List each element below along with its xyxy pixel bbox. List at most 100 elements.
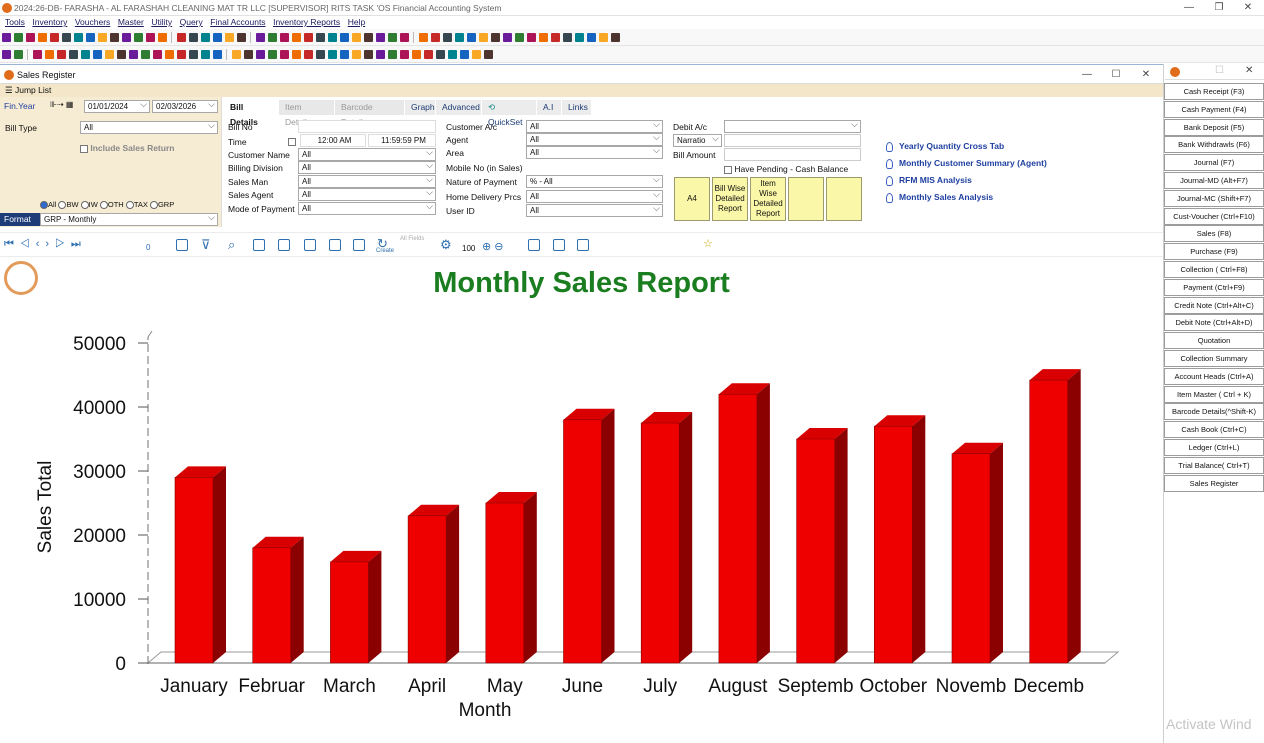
secondary-tool-icon[interactable] <box>57 50 66 59</box>
tab-advanced[interactable]: Advanced <box>436 100 482 115</box>
bill-wise-report-button[interactable]: Bill Wise Detailed Report <box>712 177 748 221</box>
secondary-tool-icon[interactable] <box>388 50 397 59</box>
primary-tool-icon[interactable] <box>467 33 476 42</box>
primary-tool-icon[interactable] <box>455 33 464 42</box>
jump-list-button[interactable]: ☰ Jump List <box>5 85 52 95</box>
secondary-tool-icon[interactable] <box>400 50 409 59</box>
quick-button[interactable]: Ledger (Ctrl+L) <box>1164 439 1264 456</box>
secondary-tool-icon[interactable] <box>436 50 445 59</box>
primary-tool-icon[interactable] <box>400 33 409 42</box>
secondary-tool-icon[interactable] <box>165 50 174 59</box>
primary-tool-icon[interactable] <box>491 33 500 42</box>
primary-tool-icon[interactable] <box>292 33 301 42</box>
secondary-tool-icon[interactable] <box>129 50 138 59</box>
radio-iw[interactable] <box>80 201 89 210</box>
billing-division-select[interactable]: All <box>298 161 436 174</box>
edit-icon[interactable] <box>304 239 316 251</box>
primary-tool-icon[interactable] <box>134 33 143 42</box>
tab-bill-details[interactable]: Bill Details <box>224 100 279 127</box>
copy-icon[interactable] <box>353 239 365 251</box>
keyboard-icon[interactable] <box>577 239 589 251</box>
secondary-tool-icon[interactable] <box>424 50 433 59</box>
primary-tool-icon[interactable] <box>74 33 83 42</box>
calendar-icon[interactable]: ⊪⇢ ▦ <box>50 100 74 109</box>
primary-tool-icon[interactable] <box>388 33 397 42</box>
secondary-tool-icon[interactable] <box>141 50 150 59</box>
secondary-tool-icon[interactable] <box>364 50 373 59</box>
primary-tool-icon[interactable] <box>86 33 95 42</box>
secondary-tool-icon[interactable] <box>105 50 114 59</box>
menu-tools[interactable]: Tools <box>5 17 25 27</box>
secondary-tool-icon[interactable] <box>189 50 198 59</box>
quick-button[interactable]: Cash Book (Ctrl+C) <box>1164 421 1264 439</box>
record-nav-icons[interactable]: ⏮◁‹›▷⏭ <box>4 238 87 250</box>
layout-icon[interactable] <box>553 239 565 251</box>
bill-no-input[interactable] <box>298 120 436 133</box>
secondary-tool-icon[interactable] <box>340 50 349 59</box>
primary-tool-icon[interactable] <box>575 33 584 42</box>
primary-tool-icon[interactable] <box>177 33 186 42</box>
secondary-tool-icon[interactable] <box>45 50 54 59</box>
email-icon[interactable] <box>278 239 290 251</box>
quick-button[interactable]: Journal-MD (Alt+F7) <box>1164 172 1264 189</box>
home-delivery-select[interactable]: All <box>526 190 663 203</box>
secondary-tool-icon[interactable] <box>316 50 325 59</box>
primary-tool-icon[interactable] <box>443 33 452 42</box>
menu-master[interactable]: Master <box>117 17 144 27</box>
quick-button[interactable]: Journal-MC (Shift+F7) <box>1164 189 1264 207</box>
window-maximize-icon[interactable]: ☐ <box>1111 69 1121 80</box>
primary-tool-icon[interactable] <box>189 33 198 42</box>
settings-icon[interactable]: ⚙ <box>440 237 452 252</box>
quick-panel-close-icon[interactable]: ✕ <box>1245 65 1254 76</box>
window-minimize-icon[interactable]: — <box>1082 69 1092 80</box>
quick-button[interactable]: Credit Note (Ctrl+Alt+C) <box>1164 296 1264 314</box>
secondary-tool-icon[interactable] <box>81 50 90 59</box>
menu-inventory-reports[interactable]: Inventory Reports <box>273 17 341 27</box>
primary-tool-icon[interactable] <box>364 33 373 42</box>
quick-button[interactable]: Item Master ( Ctrl + K) <box>1164 385 1264 403</box>
filter-icon[interactable]: ⊽ <box>201 237 211 252</box>
primary-tool-icon[interactable] <box>2 33 11 42</box>
primary-tool-icon[interactable] <box>304 33 313 42</box>
menu-vouchers[interactable]: Vouchers <box>74 17 111 27</box>
primary-tool-icon[interactable] <box>352 33 361 42</box>
secondary-tool-icon[interactable] <box>232 50 241 59</box>
agent-select[interactable]: All <box>526 133 663 146</box>
secondary-tool-icon[interactable] <box>117 50 126 59</box>
primary-tool-icon[interactable] <box>587 33 596 42</box>
time-to-field[interactable]: 11:59:59 PM <box>368 134 436 147</box>
secondary-tool-icon[interactable] <box>472 50 481 59</box>
primary-tool-icon[interactable] <box>280 33 289 42</box>
layers-icon[interactable] <box>176 239 188 251</box>
radio-bw[interactable] <box>58 201 67 210</box>
search-icon[interactable]: ⌕ <box>228 237 236 252</box>
secondary-tool-icon[interactable] <box>93 50 102 59</box>
customer-ac-select[interactable]: All <box>526 120 663 133</box>
secondary-tool-icon[interactable] <box>460 50 469 59</box>
tab-ai[interactable]: A.I <box>537 100 562 115</box>
have-pending[interactable]: Have Pending - Cash Balance <box>724 164 848 174</box>
radio-all[interactable] <box>40 201 48 210</box>
quick-button[interactable]: Bank Deposit (F5) <box>1164 118 1264 136</box>
primary-tool-icon[interactable] <box>14 33 23 42</box>
secondary-tool-icon[interactable] <box>448 50 457 59</box>
date-to-field[interactable]: 02/03/2026 <box>152 100 218 113</box>
primary-tool-icon[interactable] <box>201 33 210 42</box>
user-id-select[interactable]: All <box>526 204 663 217</box>
primary-tool-icon[interactable] <box>237 33 246 42</box>
quick-button[interactable]: Collection Summary <box>1164 350 1264 367</box>
sales-man-select[interactable]: All <box>298 175 436 188</box>
secondary-tool-icon[interactable] <box>376 50 385 59</box>
secondary-tool-icon[interactable] <box>33 50 42 59</box>
window-close-icon[interactable]: ✕ <box>1141 69 1151 80</box>
secondary-tool-icon[interactable] <box>484 50 493 59</box>
primary-tool-icon[interactable] <box>38 33 47 42</box>
secondary-tool-icon[interactable] <box>213 50 222 59</box>
zoom-value[interactable]: 100 <box>462 244 476 253</box>
primary-tool-icon[interactable] <box>376 33 385 42</box>
include-sales-return-checkbox[interactable] <box>80 144 88 153</box>
secondary-tool-icon[interactable] <box>69 50 78 59</box>
quick-button[interactable]: Sales Register <box>1164 474 1264 492</box>
tab-item-details[interactable]: Item Details <box>279 100 335 127</box>
quick-button[interactable]: Payment (Ctrl+F9) <box>1164 278 1264 296</box>
